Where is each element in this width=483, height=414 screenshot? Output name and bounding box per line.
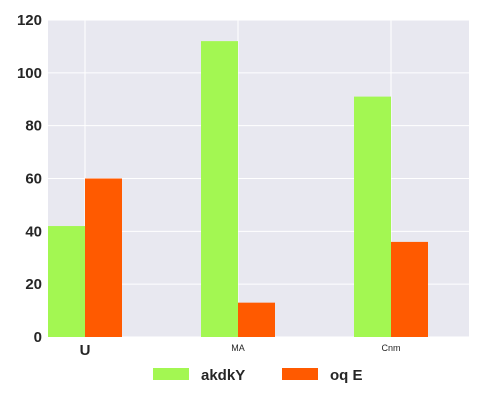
y-tick-label: 40	[25, 223, 42, 240]
bars	[48, 41, 428, 338]
x-axis-ticks: U MA Cnm	[80, 342, 401, 359]
bar-series-2-u	[85, 178, 122, 337]
bar-series-2-ma	[238, 302, 275, 337]
x-tick-label: MA	[231, 343, 245, 353]
bar-series-1-cnm	[354, 96, 391, 337]
bar-series-2-cnm	[391, 241, 428, 337]
legend-swatch	[282, 368, 318, 380]
y-tick-label: 100	[17, 65, 42, 82]
y-tick-label: 20	[25, 276, 42, 293]
x-tick-label: U	[80, 342, 91, 359]
bar-series-1-ma	[201, 41, 238, 338]
legend: akdkY oq E	[153, 367, 363, 384]
y-tick-label: 80	[25, 118, 42, 135]
bar-series-1-u	[48, 226, 85, 337]
y-tick-label: 0	[34, 329, 42, 346]
y-tick-label: 60	[25, 171, 42, 188]
y-axis-ticks: 0 20 40 60 80 100 120	[17, 12, 42, 346]
x-tick-label: Cnm	[381, 343, 400, 353]
legend-swatch	[153, 368, 189, 380]
legend-label: oq E	[330, 367, 363, 384]
legend-label: akdkY	[201, 367, 245, 384]
y-tick-label: 120	[17, 12, 42, 29]
